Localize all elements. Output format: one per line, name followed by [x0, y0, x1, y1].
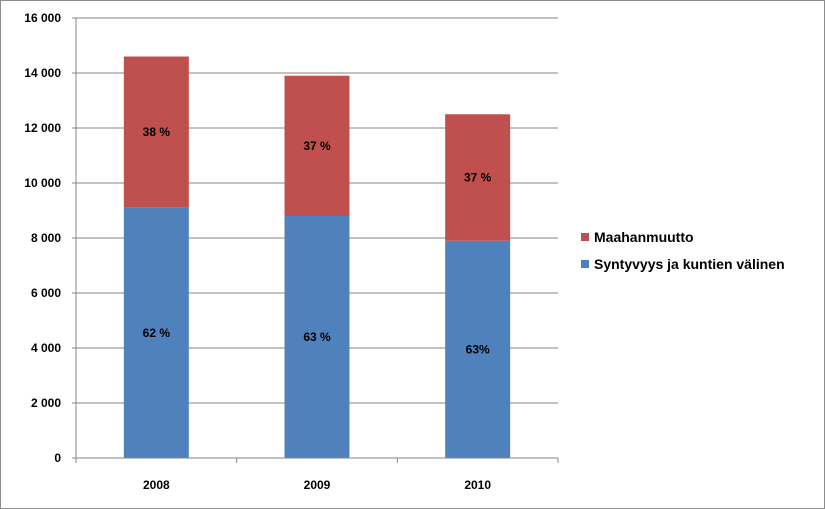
- legend-label: Maahanmuutto: [594, 229, 694, 245]
- y-tick-label: 6 000: [31, 286, 61, 300]
- legend-label: Syntyvyys ja kuntien välinen: [594, 256, 785, 272]
- legend: Maahanmuutto Syntyvyys ja kuntien välinen: [581, 229, 785, 272]
- bar-syntyvyys-2010: [445, 240, 511, 458]
- bar-syntyvyys-2009: [284, 216, 350, 458]
- bars: 62 % 38 % 63 % 37 % 63% 37 %: [123, 56, 511, 458]
- y-tick-label: 16 000: [24, 11, 61, 25]
- data-label: 37 %: [464, 171, 492, 185]
- x-tick-label: 2010: [464, 478, 491, 492]
- legend-swatch: [581, 233, 589, 241]
- y-tick-label: 8 000: [31, 231, 61, 245]
- data-label: 37 %: [303, 139, 331, 153]
- bar-syntyvyys-2008: [123, 207, 189, 458]
- data-label: 62 %: [143, 326, 171, 340]
- y-tick-label: 10 000: [24, 176, 61, 190]
- bar-maahanmuutto-2010: [445, 114, 511, 241]
- y-tick-label: 14 000: [24, 66, 61, 80]
- data-label: 63 %: [303, 330, 331, 344]
- bar-maahanmuutto-2008: [123, 56, 189, 208]
- bar-maahanmuutto-2009: [284, 75, 350, 216]
- y-tick-label: 4 000: [31, 341, 61, 355]
- y-tick-label: 2 000: [31, 396, 61, 410]
- y-tick-label: 0: [54, 451, 61, 465]
- data-label: 63%: [466, 342, 490, 356]
- y-axis-ticks: 0 2 000 4 000 6 000 8 000 10 000 12 000 14 000 1…: [24, 11, 76, 465]
- x-tick-label: 2009: [304, 478, 331, 492]
- data-label: 38 %: [143, 125, 171, 139]
- y-tick-label: 12 000: [24, 121, 61, 135]
- legend-swatch: [581, 260, 589, 268]
- x-axis: 2008 2009 2010: [75, 18, 559, 492]
- x-tick-label: 2008: [143, 478, 170, 492]
